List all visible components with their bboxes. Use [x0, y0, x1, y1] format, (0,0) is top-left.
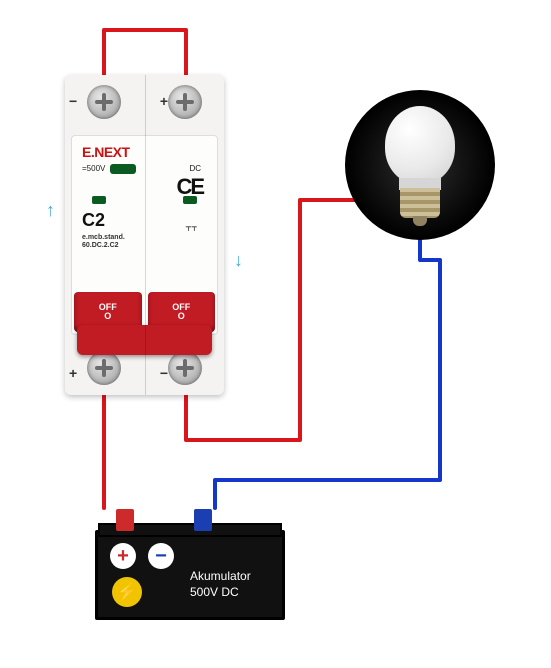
status-led-icon	[183, 196, 197, 204]
terminal-screw-icon	[168, 85, 202, 119]
breaker-voltage: =500V	[82, 164, 105, 173]
terminal-screw-icon	[87, 85, 121, 119]
terminal-top-left-sign: −	[69, 93, 77, 109]
battery-post-positive-icon	[116, 509, 134, 531]
model-line: e.mcb.stand.	[82, 234, 125, 241]
bulb-base-icon	[400, 188, 440, 218]
breaker-rating: C2	[82, 210, 105, 231]
minus-icon: −	[148, 543, 174, 569]
diagram-stage: ↑ ↓ − + + − E.NEXT =500V DC CE C2 e.mcb.…	[0, 0, 551, 668]
battery-label-line: 500V DC	[190, 585, 239, 599]
terminal-screw-icon	[87, 351, 121, 385]
battery-post-negative-icon	[194, 509, 212, 531]
plus-icon: +	[110, 543, 136, 569]
circuit-breaker: − + + − E.NEXT =500V DC CE C2 e.mcb.stan…	[65, 75, 224, 395]
wire-battery-neg-to-bulb-neg	[215, 232, 440, 508]
bulb-tip-icon	[413, 216, 427, 226]
schematic-icon: ⫟⫟	[186, 220, 198, 235]
model-line: 60.DC.2.C2	[82, 242, 119, 249]
battery-label-line: Akumulator	[190, 569, 251, 583]
breaker-badge-icon	[110, 164, 136, 174]
flow-arrow-up-icon: ↑	[46, 200, 55, 221]
terminal-top-right-sign: +	[160, 93, 168, 109]
status-led-icon	[92, 196, 106, 204]
breaker-model: e.mcb.stand. 60.DC.2.C2	[82, 234, 125, 249]
switch-sub-label: O	[104, 312, 111, 321]
battery: + − ⚡ Akumulator 500V DC	[95, 530, 285, 620]
breaker-dc-label: DC	[189, 164, 201, 173]
flow-arrow-down-icon: ↓	[234, 250, 243, 271]
terminal-bottom-left-sign: +	[69, 365, 77, 381]
bulb-glass-icon	[385, 106, 455, 184]
breaker-brand: E.NEXT	[82, 144, 130, 160]
battery-label: Akumulator 500V DC	[190, 569, 251, 600]
light-bulb	[345, 90, 495, 240]
terminal-screw-icon	[168, 351, 202, 385]
switch-sub-label: O	[178, 312, 185, 321]
breaker-handle-bridge[interactable]	[77, 325, 212, 355]
terminal-bottom-right-sign: −	[160, 365, 168, 381]
wire-breaker-top-bridge	[104, 30, 186, 76]
lightning-icon: ⚡	[112, 577, 142, 607]
